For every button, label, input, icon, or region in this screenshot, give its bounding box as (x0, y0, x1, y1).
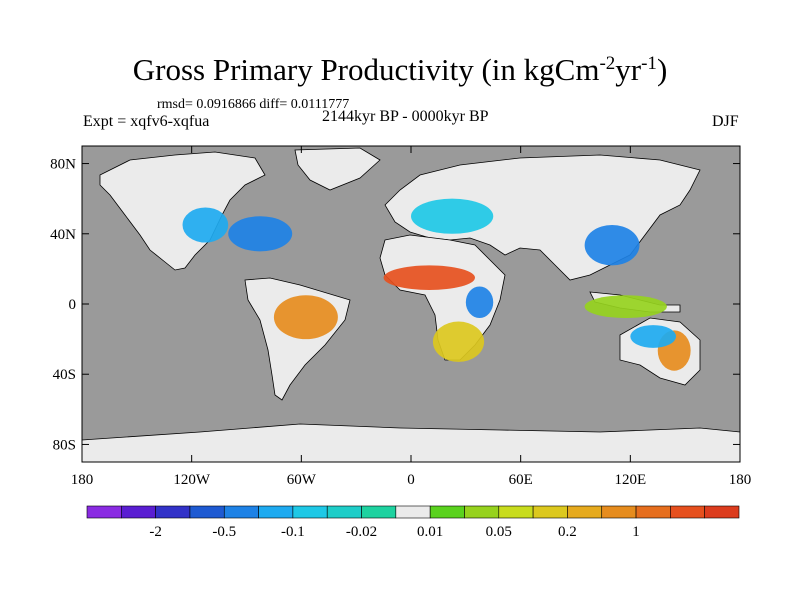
lon-label: 180 (71, 472, 94, 488)
colorbar-box (704, 505, 740, 519)
colorbar-label: -0.02 (346, 524, 377, 540)
lat-label: 40N (50, 227, 76, 243)
region-europe (411, 198, 494, 234)
colorbar-box (601, 505, 637, 519)
region-north-america-west (182, 207, 229, 243)
colorbar-box (635, 505, 671, 519)
lon-label: 60W (287, 472, 317, 488)
gpp-change-regions (182, 198, 691, 371)
lat-label: 40S (53, 367, 76, 383)
colorbar-box (292, 505, 328, 519)
colorbar-box (464, 505, 500, 519)
lon-label: 120E (614, 472, 646, 488)
colorbar-box (258, 505, 294, 519)
lon-label: 0 (407, 472, 415, 488)
region-southern-africa (432, 321, 485, 362)
colorbar-label: 0.01 (417, 524, 443, 540)
stats-line: rmsd= 0.0916866 diff= 0.0111777 (157, 97, 350, 112)
period-label: 2144kyr BP - 0000kyr BP (322, 108, 489, 125)
region-australia-north (630, 325, 677, 348)
greenland (294, 147, 381, 191)
lon-label: 120W (173, 472, 211, 488)
lat-label: 0 (69, 297, 77, 313)
season-label: DJF (712, 113, 739, 130)
colorbar-box (532, 505, 568, 519)
colorbar-box (498, 505, 534, 519)
colorbar-box (326, 505, 362, 519)
map-title: Gross Primary Productivity (in kgCm-2yr-… (132, 52, 668, 87)
colorbar-box (395, 505, 431, 519)
colorbar-label: 0.2 (558, 524, 577, 540)
north-america (99, 151, 266, 271)
colorbar-box (361, 505, 397, 519)
colorbar-label: 0.05 (486, 524, 512, 540)
lat-label: 80N (50, 157, 76, 173)
colorbar-box (567, 505, 603, 519)
colorbar-box (121, 505, 156, 519)
colorbar-box (189, 505, 225, 519)
lat-label: 80S (53, 437, 76, 453)
lon-label: 180 (729, 472, 752, 488)
region-east-africa (465, 286, 494, 319)
colorbar-label: 1 (632, 524, 640, 540)
region-amazon (273, 295, 338, 340)
colorbar-box (155, 505, 191, 519)
experiment-label: Expt = xqfv6-xqfua (83, 113, 210, 130)
region-sahel (383, 265, 475, 290)
antarctica (82, 423, 740, 462)
colorbar-box (670, 505, 705, 519)
colorbar-label: -0.1 (281, 524, 305, 540)
region-indonesia (584, 295, 667, 319)
colorbar-label: -2 (149, 524, 162, 540)
colorbar: -2 -0.5 -0.1 -0.02 0.01 0.05 0.2 1 (86, 505, 740, 540)
colorbar-box (429, 505, 465, 519)
map-axes: 80N 40N 0 40S 80S 180 120W 60W 0 60E 120E 180 (50, 146, 751, 488)
colorbar-label: -0.5 (212, 524, 236, 540)
lon-label: 60E (509, 472, 533, 488)
region-north-america-east (228, 216, 293, 252)
colorbar-box (223, 505, 259, 519)
colorbar-box (86, 505, 122, 519)
region-east-asia (584, 225, 640, 266)
